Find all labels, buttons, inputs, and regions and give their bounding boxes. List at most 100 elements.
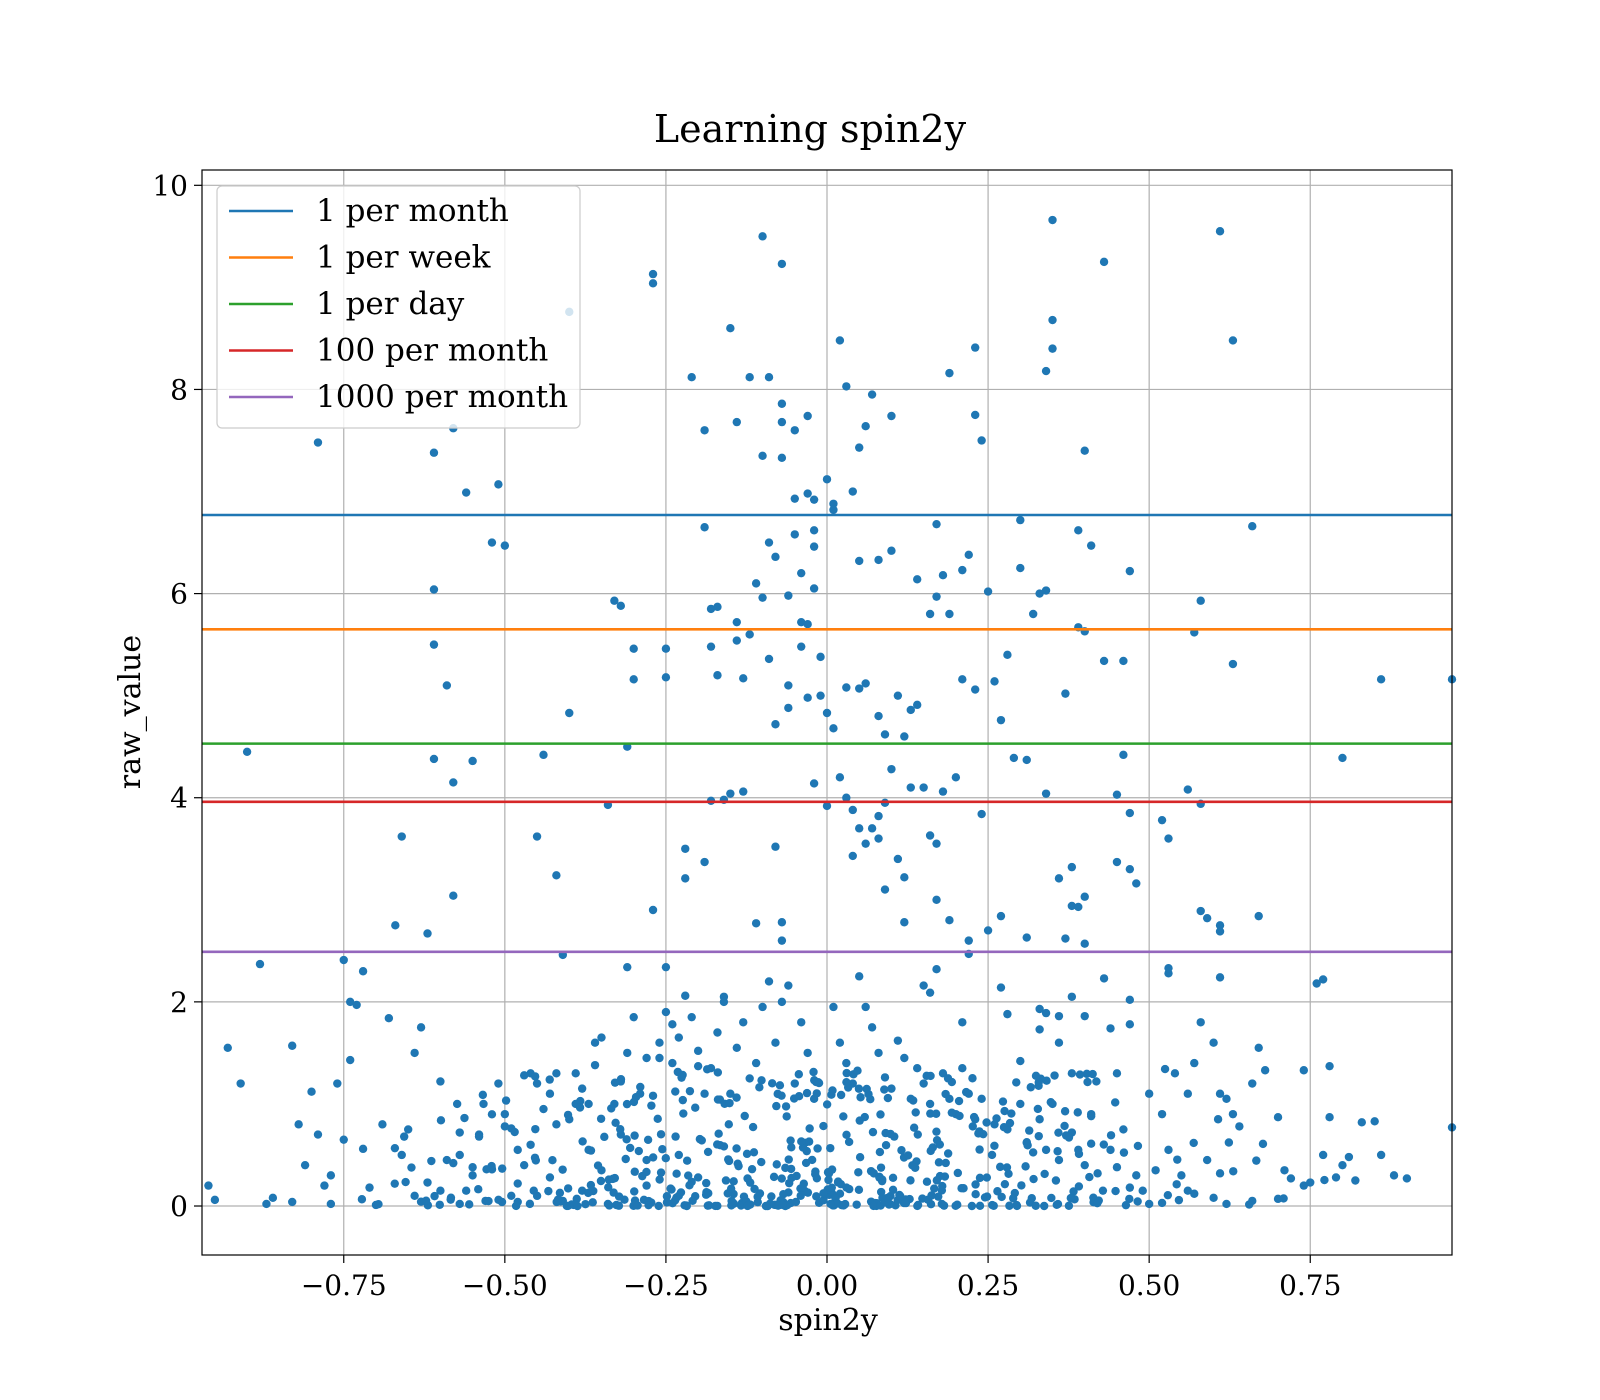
scatter-point [545, 1173, 555, 1182]
scatter-point [668, 1058, 677, 1068]
scatter-point [833, 1177, 843, 1186]
scatter-point [997, 1192, 1006, 1202]
scatter-point [842, 1058, 851, 1068]
scatter-point [900, 918, 909, 927]
scatter-point [1254, 1043, 1263, 1052]
scatter-point [835, 1038, 845, 1047]
scatter-point [622, 1099, 632, 1109]
scatter-point [700, 426, 709, 435]
scatter-point [1050, 1071, 1059, 1080]
scatter-point [374, 1199, 383, 1209]
scatter-point [971, 1180, 980, 1189]
scatter-point [844, 1137, 854, 1147]
scatter-point [1004, 1169, 1013, 1178]
scatter-point [685, 1086, 695, 1096]
scatter-point [1022, 755, 1031, 765]
scatter-point [961, 1087, 971, 1097]
scatter-point [1003, 650, 1012, 660]
scatter-point [1067, 1069, 1077, 1078]
scatter-point [779, 1189, 788, 1199]
scatter-point [964, 936, 973, 945]
scatter-point [927, 1191, 936, 1200]
scatter-point [995, 1162, 1005, 1172]
scatter-point [1086, 1139, 1096, 1148]
scatter-point [887, 1084, 896, 1093]
scatter-point [874, 711, 883, 721]
legend-items: 1 per month 1 per week 1 per day 100 per mo… [229, 193, 568, 415]
scatter-point [1273, 1113, 1283, 1122]
scatter-point [642, 1167, 651, 1177]
scatter-point [939, 1201, 949, 1210]
scatter-point [827, 1183, 836, 1192]
scatter-point [837, 1201, 847, 1210]
scatter-point [1099, 257, 1109, 267]
scatter-point [704, 1189, 713, 1198]
scatter-point [629, 644, 638, 653]
scatter-point [1054, 1011, 1064, 1021]
x-tick-label: 0.50 [1118, 1269, 1180, 1302]
scatter-point [982, 1173, 992, 1182]
scatter-point [307, 1087, 316, 1096]
x-tick-label: −0.50 [462, 1269, 548, 1302]
scatter-point [953, 1168, 963, 1178]
scatter-point [700, 1089, 709, 1098]
scatter-point [442, 1155, 452, 1165]
scatter-point [777, 399, 787, 408]
scatter-point [932, 1127, 941, 1136]
scatter-point [869, 1201, 878, 1211]
scatter-point [1215, 227, 1225, 236]
scatter-point [796, 1191, 805, 1200]
scatter-point [656, 1168, 666, 1177]
scatter-point [842, 1077, 851, 1087]
scatter-point [358, 967, 368, 976]
scatter-point [648, 1091, 658, 1100]
scatter-point [713, 602, 722, 612]
scatter-point [358, 1144, 368, 1154]
scatter-point [403, 1125, 413, 1134]
scatter-point [436, 1077, 445, 1086]
scatter-point [745, 373, 754, 382]
scatter-point [726, 324, 735, 333]
scatter-point [900, 873, 909, 882]
scatter-point [996, 911, 1006, 921]
legend-label: 1 per day [316, 286, 465, 322]
scatter-point [452, 1099, 462, 1109]
scatter-point [919, 783, 928, 792]
scatter-point [446, 1195, 455, 1204]
scatter-point [874, 555, 883, 565]
scatter-point [1099, 974, 1109, 983]
scatter-point [494, 1195, 503, 1204]
scatter-point [519, 1071, 529, 1080]
scatter-point [876, 1110, 885, 1119]
scatter-point [622, 1135, 631, 1144]
scatter-point [764, 654, 774, 664]
scatter-point [1190, 1189, 1199, 1198]
scatter-point [842, 683, 851, 692]
scatter-point [941, 1158, 950, 1168]
scatter-point [1133, 1141, 1143, 1151]
scatter-point [1016, 563, 1025, 573]
scatter-point [829, 505, 838, 515]
scatter-point [983, 926, 993, 935]
scatter-point [867, 1023, 877, 1032]
scatter-point [1041, 1145, 1051, 1155]
scatter-point [435, 1200, 444, 1209]
scatter-point [945, 368, 954, 378]
scatter-point [932, 592, 941, 601]
scatter-point [1202, 913, 1212, 923]
scatter-point [1034, 1078, 1043, 1087]
scatter-point [888, 1173, 898, 1183]
scatter-point [893, 691, 903, 700]
scatter-point [636, 1082, 645, 1092]
legend-label: 100 per month [316, 333, 548, 369]
scatter-point [1320, 1175, 1329, 1185]
scatter-point [1046, 1097, 1055, 1107]
scatter-point [855, 824, 864, 833]
scatter-point [1092, 1077, 1101, 1086]
scatter-point [1370, 1117, 1379, 1126]
scatter-point [1067, 862, 1077, 872]
scatter-point [410, 1048, 419, 1058]
scatter-point [772, 1160, 781, 1169]
scatter-point [397, 1150, 406, 1160]
scatter-point [1112, 1069, 1122, 1078]
